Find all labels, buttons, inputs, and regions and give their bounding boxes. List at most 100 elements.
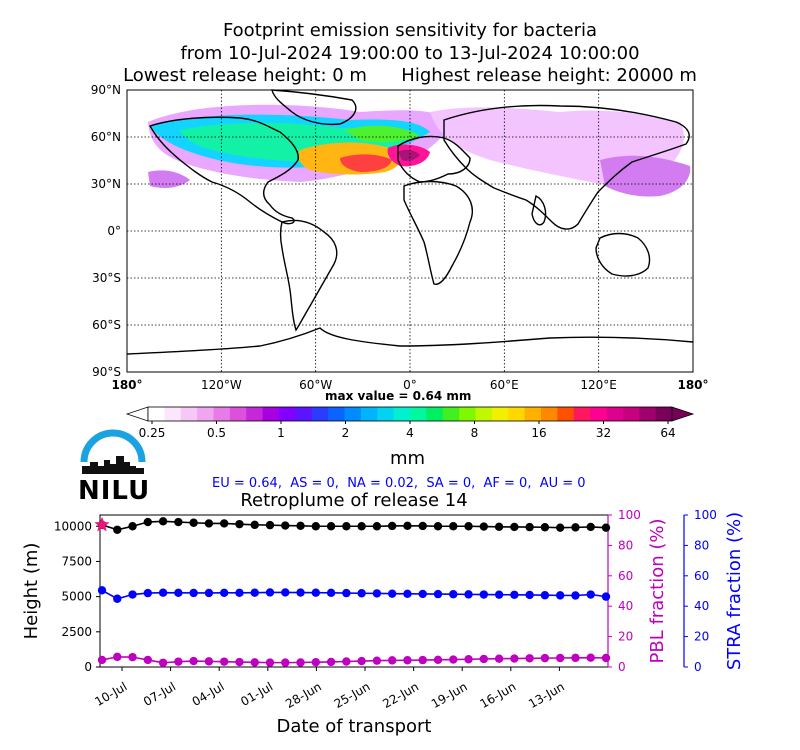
- series-point: [494, 590, 504, 599]
- series-point: [510, 590, 519, 599]
- series-point: [586, 522, 595, 532]
- series-point: [464, 522, 473, 531]
- height-tick-label: 5000: [61, 590, 92, 604]
- colorbar-swatch: [639, 407, 657, 421]
- series-point: [510, 654, 519, 663]
- colorbar-swatch: [622, 407, 640, 421]
- coastlines: [126, 89, 694, 355]
- series-point: [479, 590, 489, 599]
- series-point: [113, 525, 122, 534]
- series-point: [235, 588, 244, 598]
- series-point: [158, 658, 168, 667]
- series-point: [601, 592, 611, 601]
- series-point: [555, 523, 565, 532]
- colorbar-tick-label: 0.5: [207, 426, 226, 440]
- colorbar-swatch: [557, 407, 575, 421]
- footprint-map: 90°N 60°N 30°N 0° 30°S 60°S 90°S 180° 120°W 60°W…: [91, 83, 709, 392]
- pbl-tick-label: 0: [618, 660, 626, 674]
- stra-tick-label: 20: [694, 630, 709, 644]
- colorbar-swatch: [410, 407, 427, 421]
- series-point: [494, 522, 504, 532]
- lat-label: 30°S: [92, 271, 121, 285]
- lat-label: 0°: [107, 224, 121, 238]
- colorbar-tick-label: 4: [406, 426, 414, 440]
- lat-label: 90°S: [92, 365, 121, 379]
- stra-tick-label: 60: [694, 569, 709, 583]
- colorbar-swatch: [311, 407, 329, 421]
- height-axis-ticks: 0 2500 5000 7500 10000: [54, 519, 100, 674]
- date-tick-label: 01-Jul: [238, 679, 275, 708]
- series-point: [403, 589, 412, 599]
- series-point: [174, 657, 183, 666]
- series-point: [174, 517, 183, 527]
- series-point: [189, 588, 198, 598]
- colorbar-swatch: [590, 407, 607, 421]
- series-point: [128, 652, 137, 662]
- lon-label: 60°W: [299, 378, 332, 392]
- height-axis-label: Height (m): [21, 543, 42, 640]
- colorbar-tick-label: 0.25: [139, 426, 166, 440]
- series-point: [143, 655, 153, 665]
- stra-tick-label: 40: [694, 599, 709, 613]
- series-0: [97, 517, 611, 534]
- latitude-labels: 90°N 60°N 30°N 0° 30°S 60°S 90°S: [91, 83, 121, 379]
- series-point: [250, 658, 259, 667]
- series-point: [357, 656, 366, 666]
- series-point: [143, 517, 153, 527]
- lat-label: 60°N: [91, 130, 121, 144]
- colorbar-swatch: [491, 407, 509, 421]
- series-point: [464, 655, 473, 664]
- series-point: [158, 517, 168, 526]
- colorbar-tick-label: 1: [277, 426, 285, 440]
- series-point: [281, 658, 290, 667]
- colorbar-swatch: [279, 407, 296, 421]
- series-point: [601, 523, 611, 532]
- height-tick-label: 0: [84, 660, 92, 674]
- colorbar-swatch: [393, 407, 411, 421]
- series-point: [540, 591, 550, 600]
- colorbar-swatch: [508, 407, 526, 421]
- series-point: [403, 521, 412, 531]
- colorbar-swatch: [164, 407, 182, 421]
- series-point: [418, 589, 427, 599]
- series-point: [128, 590, 137, 599]
- colorbar-swatch: [262, 407, 280, 421]
- colorbar-swatch: [377, 407, 395, 421]
- colorbar-swatch: [475, 407, 493, 421]
- series-point: [449, 655, 458, 664]
- title-line-1: Footprint emission sensitivity for bacte…: [222, 20, 598, 41]
- series-point: [479, 654, 489, 664]
- stra-tick-label: 80: [694, 538, 709, 552]
- series-point: [204, 588, 214, 598]
- colorbar-swatch: [328, 407, 345, 421]
- colorbar-unit: mm: [390, 448, 426, 469]
- release-marker: [94, 516, 110, 532]
- colorbar-swatch: [524, 407, 542, 421]
- series-point: [281, 521, 290, 530]
- series-point: [265, 588, 275, 597]
- series-point: [387, 589, 397, 598]
- series-point: [204, 519, 214, 528]
- series-point: [601, 653, 611, 663]
- series-point: [586, 590, 595, 599]
- series-point: [189, 518, 198, 527]
- stra-tick-label: 0: [694, 660, 702, 674]
- series-point: [571, 523, 580, 532]
- pbl-tick-label: 20: [618, 630, 633, 644]
- series-point: [342, 522, 351, 531]
- colorbar-ticks: 0.25 0.5 1 2 4 8 16 32 64: [139, 421, 676, 440]
- series-point: [97, 586, 107, 595]
- colorbar-swatch: [197, 407, 214, 421]
- series-group: [94, 516, 611, 667]
- series-point: [387, 656, 397, 665]
- date-tick-label: 07-Jul: [141, 679, 178, 708]
- series-point: [479, 522, 489, 531]
- series-point: [311, 522, 321, 531]
- series-line: [101, 656, 607, 664]
- colorbar-swatch: [459, 407, 476, 421]
- colorbar-swatch: [148, 407, 165, 421]
- series-point: [219, 588, 229, 598]
- nilu-logo-text: NILU: [78, 476, 151, 506]
- pbl-tick-label: 40: [618, 599, 633, 613]
- colorbar-swatch: [541, 407, 558, 421]
